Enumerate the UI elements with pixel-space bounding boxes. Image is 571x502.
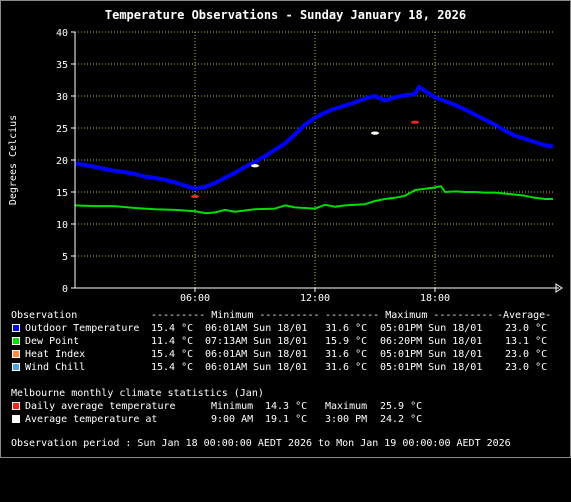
x-tick-labels: 06:00 12:00 18:00	[180, 288, 450, 304]
row-label: Dew Point	[25, 336, 80, 347]
x-tick-label: 06:00	[180, 293, 210, 304]
table-row: Dew Point 11.4 °C 07:13AM Sun 18/01 15.9…	[0, 336, 547, 435]
series-line-outdoor-temperature	[74, 85, 554, 191]
y-tick-label: 15	[56, 188, 68, 199]
climate-label: Daily average temperature	[25, 401, 176, 412]
table-row: Outdoor Temperature 15.4 °C 06:01AM Sun …	[0, 323, 547, 422]
table-header: Observation --------- Minimum ----------…	[0, 310, 551, 376]
climate-label-1: Minimum	[211, 401, 254, 412]
row-max-time: 05:01PM Sun 18/01	[380, 349, 483, 360]
row-max-value: 31.6 °C	[325, 349, 368, 360]
chart-title: Temperature Observations - Sunday Januar…	[105, 8, 466, 22]
row-min-time: 06:01AM Sun 18/01	[205, 323, 308, 334]
row-label: Heat Index	[25, 349, 86, 360]
table-row: Wind Chill 15.4 °C 06:01AM Sun 18/01 31.…	[0, 362, 547, 461]
y-tick-label: 25	[56, 124, 68, 135]
row-average: 23.0 °C	[505, 349, 548, 360]
row-max-value: 15.9 °C	[325, 336, 368, 347]
x-tick-label: 18:00	[420, 293, 450, 304]
axes	[74, 32, 563, 293]
legend-swatch-daily-average	[12, 402, 20, 410]
climate-row: Daily average temperature Minimum 14.3 °…	[0, 401, 422, 489]
y-tick-label: 0	[62, 284, 68, 295]
observation-period: Observation period : Sun Jan 18 00:00:00…	[0, 438, 511, 471]
climate-value-1: 14.3 °C	[265, 401, 308, 412]
legend-swatch-heat-index	[12, 350, 20, 358]
row-max-value: 31.6 °C	[325, 362, 368, 373]
row-min-value: 11.4 °C	[151, 336, 194, 347]
legend-swatch-outdoor-temperature	[12, 324, 20, 332]
row-average: 23.0 °C	[505, 323, 548, 334]
row-min-value: 15.4 °C	[151, 349, 194, 360]
header-maximum: --------- Maximum ----------	[325, 310, 494, 321]
row-min-time: 07:13AM Sun 18/01	[205, 336, 308, 347]
header-observation: Observation	[11, 310, 78, 321]
climate-row: Average temperature at 9:00 AM 19.1 °C 3…	[0, 414, 422, 502]
row-min-value: 15.4 °C	[151, 323, 194, 334]
row-max-time: 05:01PM Sun 18/01	[380, 323, 483, 334]
row-min-time: 06:01AM Sun 18/01	[205, 349, 308, 360]
row-max-time: 06:20PM Sun 18/01	[380, 336, 483, 347]
header-minimum: --------- Minimum ----------	[151, 310, 320, 321]
climate-label-2: Maximum	[325, 401, 368, 412]
y-tick-labels: 0 5 10 15 20 25 30 35 40	[56, 28, 75, 295]
legend-swatch-dew-point	[12, 337, 20, 345]
row-average: 13.1 °C	[505, 336, 548, 347]
climate-label: Average temperature at	[25, 414, 158, 425]
y-tick-label: 35	[56, 60, 68, 71]
row-min-time: 06:01AM Sun 18/01	[205, 362, 308, 373]
climate-marker	[191, 194, 199, 199]
y-tick-label: 5	[62, 252, 68, 263]
grid-lines	[75, 31, 555, 288]
climate-value-1: 19.1 °C	[265, 414, 308, 425]
y-tick-label: 40	[56, 28, 68, 39]
row-label: Wind Chill	[25, 362, 86, 373]
row-average: 23.0 °C	[505, 362, 548, 373]
climate-marker	[411, 120, 419, 124]
row-min-value: 15.4 °C	[151, 362, 194, 373]
climate-label-1: 9:00 AM	[211, 414, 254, 425]
legend-swatch-wind-chill	[12, 363, 20, 371]
legend-swatch-average-at	[12, 415, 20, 423]
x-tick-label: 12:00	[300, 293, 330, 304]
y-axis-label: Degrees Celcius	[8, 115, 19, 205]
climate-value-2: 24.2 °C	[380, 414, 423, 425]
x-axis-arrow	[555, 283, 563, 293]
climate-value-2: 25.9 °C	[380, 401, 423, 412]
row-max-time: 05:01PM Sun 18/01	[380, 362, 483, 373]
row-max-value: 31.6 °C	[325, 323, 368, 334]
row-label: Outdoor Temperature	[25, 323, 140, 334]
climate-title-text: Melbourne monthly climate statistics (Ja…	[11, 388, 264, 399]
climate-title: Melbourne monthly climate statistics (Ja…	[0, 388, 264, 421]
weather-chart-panel: Temperature Observations - Sunday Januar…	[0, 0, 571, 458]
observation-period-text: Observation period : Sun Jan 18 00:00:00…	[11, 438, 511, 449]
y-tick-label: 20	[56, 156, 68, 167]
climate-marker	[371, 131, 379, 135]
climate-marker	[251, 164, 259, 168]
header-average: -Average-	[497, 310, 552, 321]
y-tick-label: 30	[56, 92, 68, 103]
series-line-dew-point	[74, 185, 553, 215]
y-tick-label: 10	[56, 220, 68, 231]
climate-label-2: 3:00 PM	[325, 414, 368, 425]
table-row: Heat Index 15.4 °C 06:01AM Sun 18/01 31.…	[0, 349, 547, 448]
temperature-chart: Temperature Observations - Sunday Januar…	[0, 0, 571, 458]
